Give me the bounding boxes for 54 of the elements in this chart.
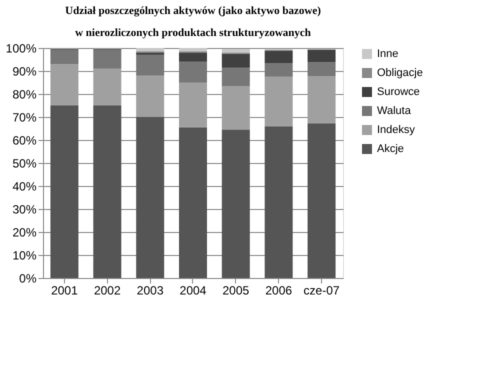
y-tick-label: 30% bbox=[12, 202, 37, 216]
y-tick-label: 70% bbox=[12, 110, 37, 124]
bar bbox=[93, 68, 122, 106]
bar bbox=[136, 117, 164, 278]
legend-label: Obligacje bbox=[377, 67, 423, 79]
bar bbox=[264, 126, 293, 278]
x-tick-label: 2006 bbox=[265, 284, 292, 298]
bar bbox=[136, 48, 164, 52]
bar bbox=[179, 82, 207, 128]
bar bbox=[50, 106, 78, 278]
bar bbox=[308, 62, 336, 76]
bar bbox=[308, 76, 336, 124]
text: w nierozliczonych produktach strukturyzowanych bbox=[75, 27, 311, 39]
bar bbox=[50, 64, 78, 106]
bar bbox=[222, 54, 250, 68]
bar bbox=[136, 54, 164, 76]
y-tick-label: 50% bbox=[12, 156, 37, 170]
bar bbox=[93, 50, 122, 69]
bar bbox=[179, 48, 207, 52]
bar bbox=[222, 86, 250, 130]
bar bbox=[264, 62, 293, 77]
text: Udział poszczególnych aktywów (jako aktywo bazowe) bbox=[65, 5, 321, 17]
legend-label: Indeksy bbox=[377, 124, 416, 136]
x-tick-label: 2004 bbox=[180, 284, 207, 298]
y-tick-label: 60% bbox=[12, 134, 37, 148]
bar bbox=[308, 50, 336, 62]
y-tick-label: 20% bbox=[12, 226, 37, 240]
bar bbox=[179, 127, 207, 278]
legend-label: Surowce bbox=[377, 86, 420, 98]
bar bbox=[222, 130, 250, 278]
x-tick-label: 2002 bbox=[94, 284, 121, 298]
bar bbox=[264, 76, 293, 126]
bar bbox=[264, 50, 293, 63]
x-tick-label: 2005 bbox=[222, 284, 250, 298]
bar bbox=[222, 68, 250, 86]
x-tick-label: 2003 bbox=[136, 284, 164, 298]
bar bbox=[179, 62, 207, 82]
y-tick-label: 100% bbox=[6, 42, 37, 56]
legend-label: Akcje bbox=[377, 143, 404, 155]
bar bbox=[222, 49, 250, 53]
bar bbox=[136, 76, 164, 117]
bar bbox=[308, 123, 336, 278]
bar bbox=[50, 50, 78, 64]
y-tick-label: 10% bbox=[12, 248, 37, 262]
bar bbox=[93, 106, 122, 278]
y-tick-label: 90% bbox=[12, 64, 37, 78]
bar bbox=[179, 52, 207, 62]
y-tick-label: 80% bbox=[12, 88, 37, 102]
y-tick-label: 0% bbox=[19, 272, 37, 286]
x-tick-label: cze-07 bbox=[304, 284, 340, 298]
y-tick-label: 40% bbox=[12, 180, 37, 194]
legend-label: Waluta bbox=[377, 105, 412, 117]
x-tick-label: 2001 bbox=[51, 284, 78, 298]
legend-label: Inne bbox=[377, 48, 398, 60]
